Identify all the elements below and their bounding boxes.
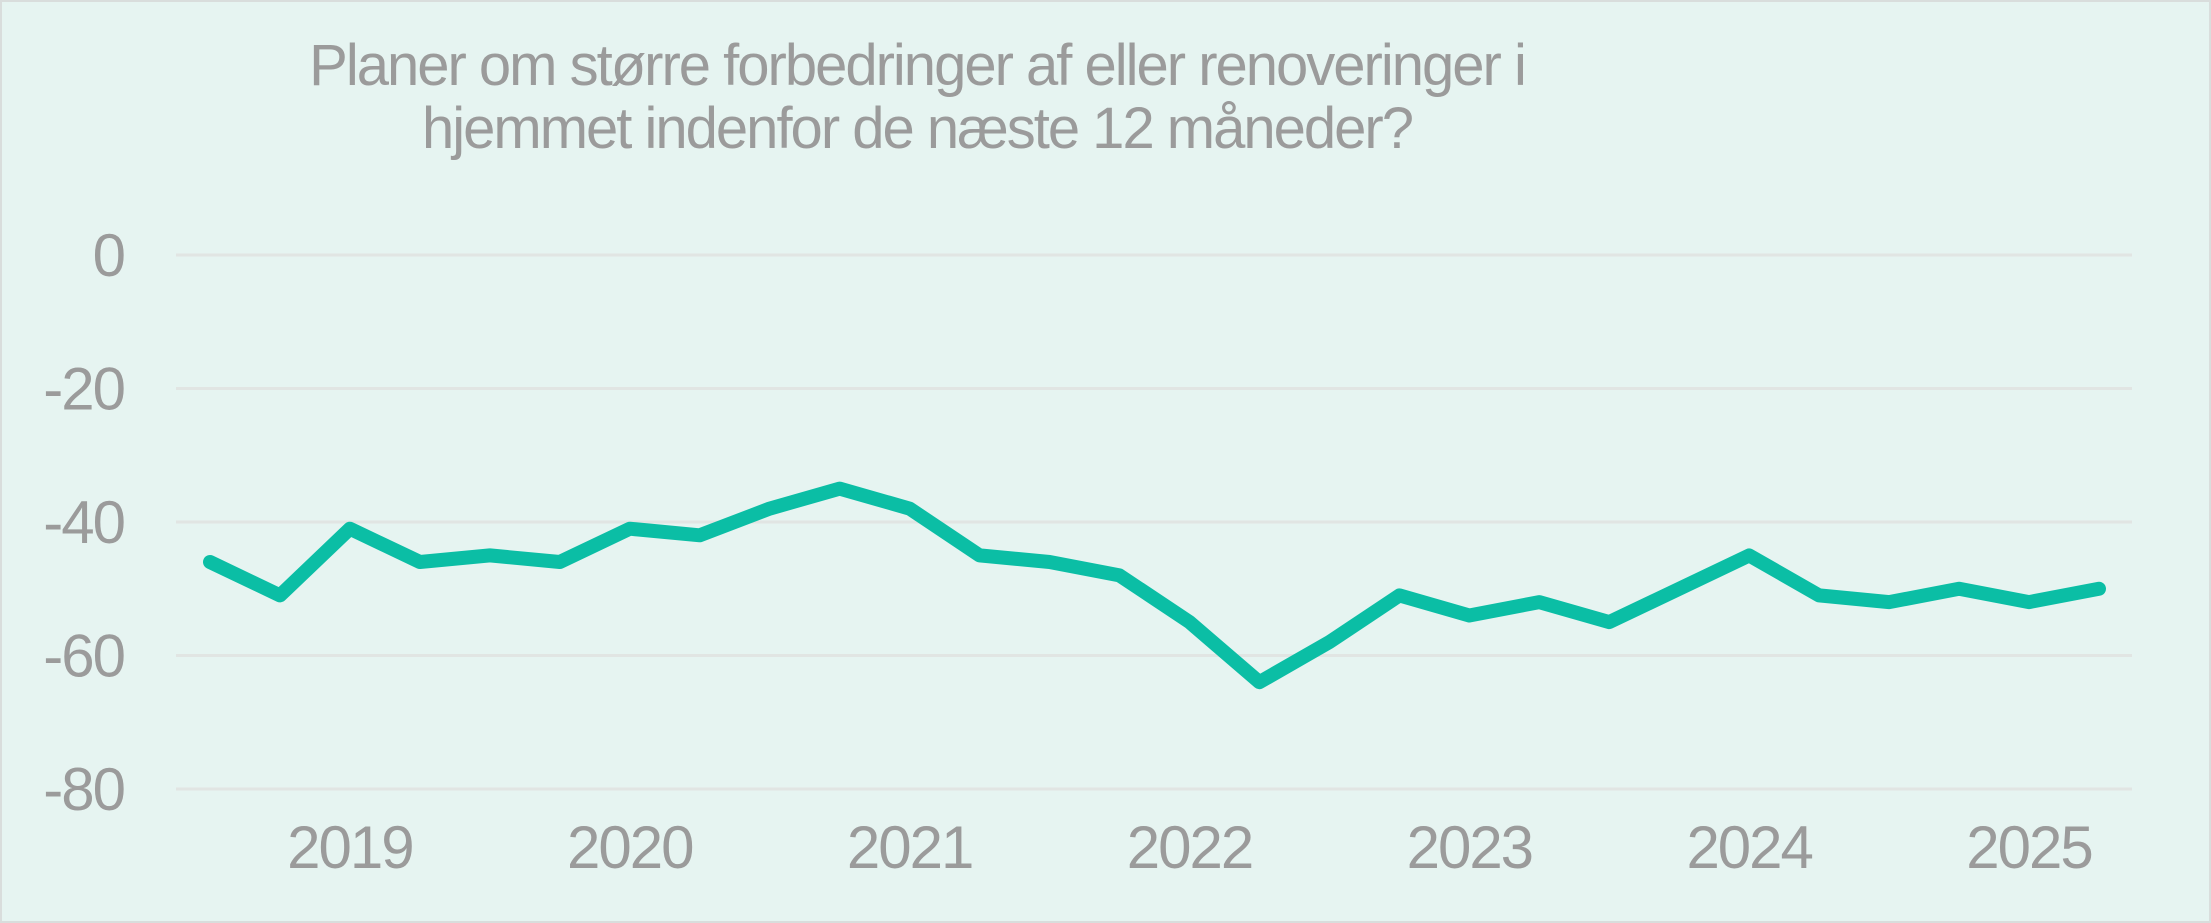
y-tick-label: -20 <box>43 356 124 423</box>
chart-title-line-1: Planer om større forbedringer af eller r… <box>309 33 1527 98</box>
x-tick-label: 2025 <box>1966 814 2091 881</box>
x-tick-label: 2019 <box>287 814 412 881</box>
x-tick-label: 2023 <box>1407 814 1532 881</box>
x-tick-label: 2024 <box>1686 814 1812 881</box>
chart-title-line-2: hjemmet indenfor de næste 12 måneder? <box>422 96 1414 162</box>
x-tick-label: 2022 <box>1127 814 1252 881</box>
y-tick-label: -80 <box>43 756 124 823</box>
x-tick-label: 2020 <box>567 814 693 881</box>
y-tick-label: 0 <box>93 222 125 289</box>
y-tick-label: -40 <box>43 489 124 556</box>
chart-title: Planer om større forbedringer af eller r… <box>157 33 1677 162</box>
x-tick-label: 2021 <box>847 814 972 881</box>
y-tick-label: -60 <box>43 623 124 690</box>
data-line <box>203 481 2106 690</box>
